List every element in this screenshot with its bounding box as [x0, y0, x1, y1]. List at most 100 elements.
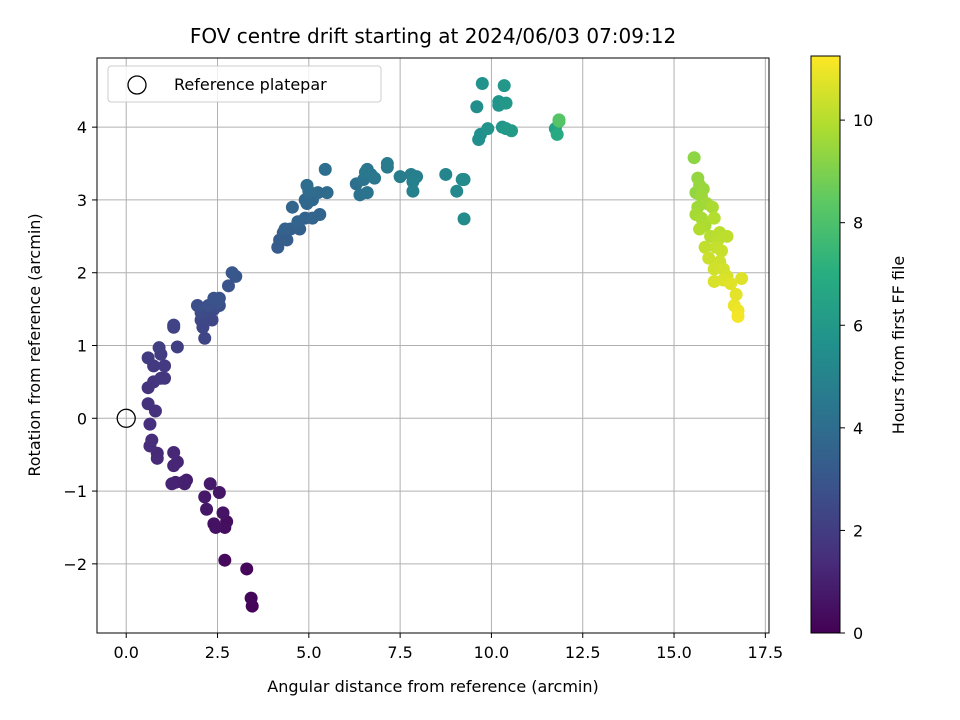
data-point: [218, 520, 232, 534]
x-tick-label: 2.5: [205, 643, 230, 662]
colorbar-ticks: 0 2 4 6 8 10: [840, 111, 873, 643]
data-point: [190, 298, 204, 312]
y-axis-ticks: −2 −1 0 1 2 3 4: [63, 118, 97, 574]
y-tick-label: 3: [77, 191, 87, 210]
data-point: [393, 170, 407, 184]
data-point: [300, 178, 314, 192]
data-point: [152, 341, 166, 355]
data-point: [225, 266, 239, 280]
data-point: [216, 506, 230, 520]
data-point: [244, 591, 258, 605]
x-tick-label: 10.0: [474, 643, 510, 662]
data-point: [209, 520, 223, 534]
data-point: [320, 186, 334, 200]
data-point: [198, 490, 212, 504]
data-point: [720, 229, 734, 243]
grid: [97, 58, 769, 633]
data-points: [141, 76, 749, 613]
legend-box: [107, 65, 382, 103]
data-point: [550, 127, 564, 141]
data-point: [457, 173, 471, 187]
data-point: [715, 244, 729, 258]
data-point: [499, 96, 513, 110]
data-point: [406, 175, 420, 189]
colorbar-tick-label: 6: [853, 316, 863, 335]
colorbar-tick-label: 0: [853, 624, 863, 643]
y-tick-label: 2: [77, 264, 87, 283]
data-point: [150, 451, 164, 465]
data-point: [158, 359, 172, 373]
y-tick-label: 1: [77, 337, 87, 356]
colorbar-label: Hours from first FF file: [889, 256, 908, 435]
data-point: [212, 486, 226, 500]
data-point: [221, 279, 235, 293]
data-point: [406, 184, 420, 198]
x-tick-label: 5.0: [296, 643, 321, 662]
data-point: [212, 291, 226, 305]
colorbar-tick-label: 2: [853, 521, 863, 540]
data-point: [278, 222, 292, 236]
data-point: [698, 240, 712, 254]
y-tick-label: 4: [77, 118, 87, 137]
data-point: [167, 445, 181, 459]
data-point: [291, 215, 305, 229]
data-point: [735, 272, 749, 286]
data-point: [158, 371, 172, 385]
chart-title: FOV centre drift starting at 2024/06/03 …: [190, 24, 676, 48]
data-point: [724, 277, 738, 291]
x-tick-label: 15.0: [656, 643, 692, 662]
data-point: [705, 200, 719, 214]
data-point: [167, 318, 181, 332]
legend: Reference platepar: [107, 65, 382, 103]
y-tick-label: 0: [77, 409, 87, 428]
data-point: [497, 79, 511, 93]
data-point: [552, 113, 566, 127]
reference-platepar-marker: [116, 408, 136, 428]
data-point: [198, 331, 212, 345]
y-tick-label: −2: [63, 555, 87, 574]
data-point: [360, 186, 374, 200]
data-point: [170, 340, 184, 354]
data-point: [439, 167, 453, 181]
data-point: [702, 251, 716, 265]
reference-marker: [116, 408, 136, 428]
data-point: [687, 151, 701, 165]
x-axis-label: Angular distance from reference (arcmin): [267, 677, 598, 696]
data-point: [240, 562, 254, 576]
data-point: [731, 309, 745, 323]
colorbar: 0 2 4 6 8 10 Hours from first FF file: [810, 55, 908, 643]
data-point: [358, 165, 372, 179]
data-point: [707, 262, 721, 276]
colorbar-tick-label: 4: [853, 419, 863, 438]
data-point: [693, 222, 707, 236]
data-point: [457, 212, 471, 226]
data-point: [203, 477, 217, 491]
data-point: [145, 433, 159, 447]
x-tick-label: 17.5: [748, 643, 784, 662]
data-point: [141, 351, 155, 365]
data-point: [707, 211, 721, 225]
y-axis-label: Rotation from reference (arcmin): [25, 213, 44, 476]
colorbar-tick-label: 10: [853, 111, 873, 130]
data-point: [167, 459, 181, 473]
data-point: [141, 397, 155, 411]
y-tick-label: −1: [63, 482, 87, 501]
legend-label-reference: Reference platepar: [174, 75, 327, 94]
x-axis-ticks: 0.0 2.5 5.0 7.5 10.0 12.5 15.0 17.5: [113, 633, 783, 662]
data-point: [481, 122, 495, 136]
data-point: [450, 184, 464, 198]
x-tick-label: 7.5: [387, 643, 412, 662]
colorbar-tick-label: 8: [853, 214, 863, 233]
x-tick-label: 12.5: [565, 643, 601, 662]
data-point: [475, 76, 489, 90]
data-point: [470, 100, 484, 114]
data-point: [380, 157, 394, 171]
data-point: [505, 124, 519, 138]
x-tick-label: 0.0: [113, 643, 138, 662]
colorbar-gradient: [810, 55, 841, 634]
data-point: [143, 417, 157, 431]
data-point: [285, 200, 299, 214]
data-point: [200, 502, 214, 516]
data-point: [729, 288, 743, 302]
